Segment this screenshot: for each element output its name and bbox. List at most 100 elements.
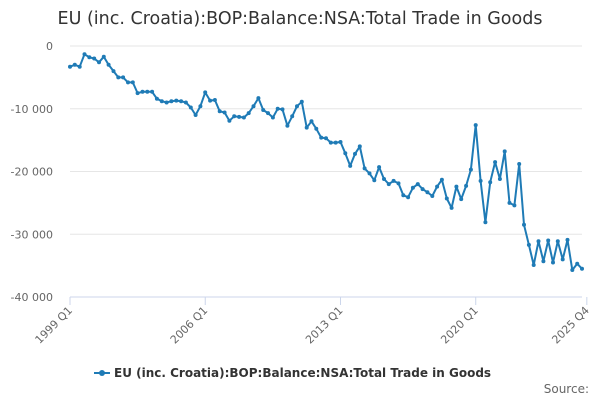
data-point[interactable] [174,98,179,103]
data-point[interactable] [493,160,498,165]
data-point[interactable] [121,75,126,80]
data-point[interactable] [382,177,386,181]
data-point[interactable] [111,69,116,74]
data-point[interactable] [328,140,333,145]
data-point[interactable] [439,177,444,182]
data-point[interactable] [483,220,488,225]
data-point[interactable] [454,184,459,189]
data-point[interactable] [531,263,536,267]
data-point[interactable] [169,99,174,104]
data-point[interactable] [401,193,406,198]
data-point[interactable] [188,105,193,110]
data-point[interactable] [580,266,584,271]
data-point[interactable] [68,64,72,69]
data-point[interactable] [406,195,411,200]
data-point[interactable] [135,91,140,96]
data-point[interactable] [212,98,217,102]
data-point[interactable] [261,108,266,112]
data-point[interactable] [386,182,391,187]
data-point[interactable] [222,110,227,115]
data-point[interactable] [150,89,155,94]
data-point[interactable] [357,144,362,149]
data-point[interactable] [348,163,353,168]
data-point[interactable] [309,119,314,124]
data-point[interactable] [444,196,449,201]
data-point[interactable] [270,115,275,120]
data-point[interactable] [87,55,92,60]
data-point[interactable] [459,197,464,202]
data-point[interactable] [145,89,150,94]
data-point[interactable] [464,183,469,188]
data-point[interactable] [497,177,502,181]
data-point[interactable] [164,100,169,105]
data-point[interactable] [536,239,541,244]
data-point[interactable] [72,62,77,67]
data-point[interactable] [425,190,430,195]
legend-series-marker[interactable] [99,370,105,376]
data-point[interactable] [353,151,357,156]
data-point[interactable] [473,123,478,128]
data-point[interactable] [391,178,396,183]
data-point[interactable] [367,171,372,176]
data-point[interactable] [208,98,213,103]
data-point[interactable] [468,167,473,172]
data-point[interactable] [299,99,304,104]
data-point[interactable] [183,100,188,105]
data-point[interactable] [266,111,270,116]
data-point[interactable] [101,54,106,59]
data-point[interactable] [410,185,415,190]
data-point[interactable] [256,96,261,101]
data-point[interactable] [290,114,295,119]
data-point[interactable] [116,75,121,80]
data-point[interactable] [396,181,401,186]
data-point[interactable] [517,162,522,166]
data-point[interactable] [324,136,328,141]
data-point[interactable] [478,178,483,183]
data-point[interactable] [314,126,319,131]
data-point[interactable] [251,104,256,109]
data-point[interactable] [130,80,135,85]
data-point[interactable] [77,64,82,69]
data-point[interactable] [555,239,560,244]
data-point[interactable] [227,118,232,123]
legend[interactable]: EU (inc. Croatia):BOP:Balance:NSA:Total … [94,366,491,380]
data-point[interactable] [198,104,203,109]
legend-series-label[interactable]: EU (inc. Croatia):BOP:Balance:NSA:Total … [114,366,491,380]
data-point[interactable] [275,106,280,111]
data-point[interactable] [126,80,130,85]
data-point[interactable] [217,109,222,114]
data-point[interactable] [420,187,425,192]
data-point[interactable] [362,166,367,171]
data-point[interactable] [237,114,242,119]
data-point[interactable] [546,238,551,243]
data-point[interactable] [522,222,526,227]
data-point[interactable] [106,62,111,67]
data-point[interactable] [140,89,145,94]
data-point[interactable] [435,184,440,189]
data-point[interactable] [154,96,159,101]
data-point[interactable] [338,140,343,144]
data-point[interactable] [526,242,531,247]
data-point[interactable] [304,125,309,130]
data-point[interactable] [570,268,575,272]
data-point[interactable] [92,56,97,61]
data-point[interactable] [333,140,338,145]
data-point[interactable] [372,178,377,183]
data-point[interactable] [280,107,285,112]
data-point[interactable] [415,182,420,187]
data-point[interactable] [560,257,565,262]
data-point[interactable] [507,200,512,205]
data-point[interactable] [541,259,546,264]
data-point[interactable] [246,111,251,116]
data-point[interactable] [285,123,290,128]
data-point[interactable] [179,99,184,104]
data-point[interactable] [551,260,555,265]
data-point[interactable] [565,237,570,242]
data-point[interactable] [502,149,507,154]
data-point[interactable] [295,104,299,109]
data-point[interactable] [377,165,382,170]
data-point[interactable] [512,203,517,208]
data-point[interactable] [232,114,237,119]
data-point[interactable] [319,135,324,140]
data-point[interactable] [575,261,580,266]
